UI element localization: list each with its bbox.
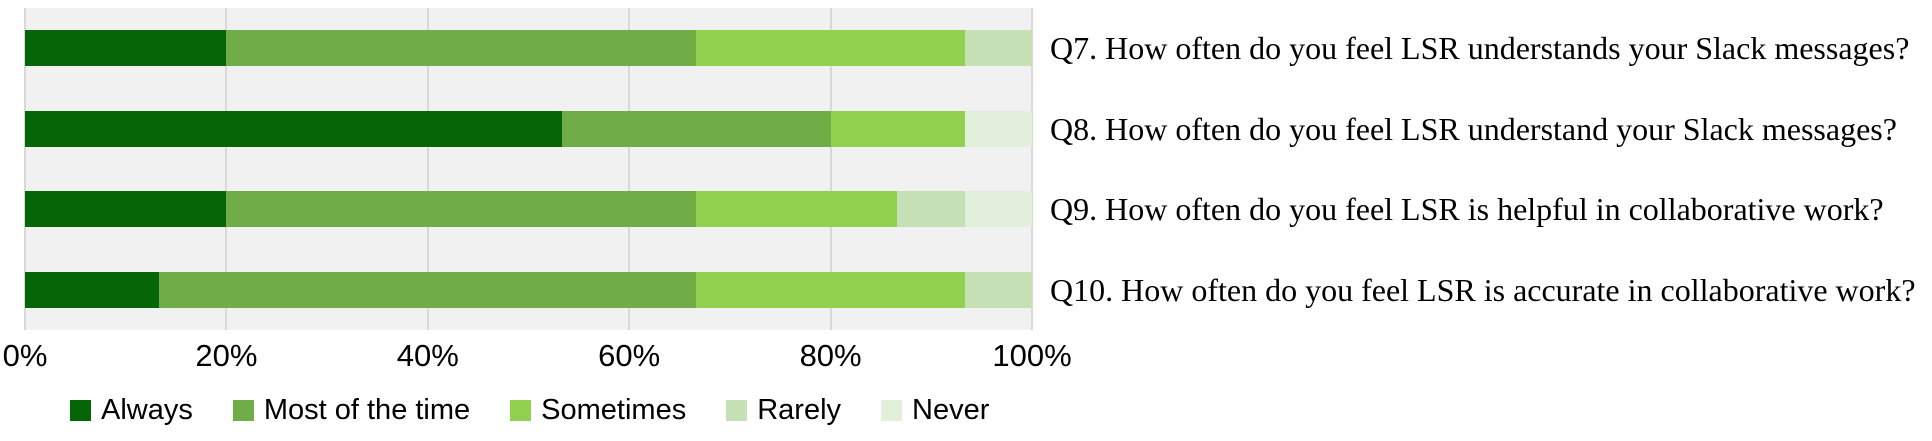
x-axis-tick-40: 40% [396,338,459,373]
bar-segment-never[interactable] [964,110,1033,147]
bar-segment-never[interactable] [964,191,1033,228]
stacked-bar-4[interactable] [25,271,1033,308]
bar-segment-most-of-the-time[interactable] [561,110,831,147]
category-label-2: Q8. How often do you feel LSR understand… [1050,110,1897,147]
gridline-60 [628,8,631,330]
bar-segment-sometimes[interactable] [696,191,898,228]
legend-label-never: Never [912,393,990,426]
bar-row-2: Q8. How often do you feel LSR understand… [25,89,1897,170]
bar-segment-most-of-the-time[interactable] [226,30,696,67]
legend: Always Most of the time Sometimes Rarely Nev… [70,390,989,430]
x-axis-tick-100: 100% [992,338,1072,373]
legend-item-always[interactable]: Always [70,394,193,427]
x-axis-tick-0: 0% [2,338,48,373]
bar-segment-rarely[interactable] [897,191,965,228]
x-axis-tick-60: 60% [598,338,661,373]
x-axis-tick-80: 80% [799,338,862,373]
legend-swatch-always [70,399,91,421]
legend-swatch-most-of-the-time [232,399,254,421]
stacked-bar-1[interactable] [25,30,1032,67]
gridline-80 [829,8,832,330]
category-label-4: Q10. How often do you feel LSR is accura… [1050,271,1916,308]
gridline-100 [1031,8,1033,330]
legend-swatch-sometimes [510,399,532,421]
gridline-0 [24,8,26,330]
legend-label-rarely: Rarely [757,393,842,426]
legend-item-never[interactable]: Never [881,394,989,427]
bar-segment-rarely[interactable] [964,30,1032,67]
bar-segment-always[interactable] [25,191,227,228]
legend-label-most-of-the-time: Most of the time [263,393,471,426]
bar-row-1: Q7. How often do you feel LSR understand… [25,8,1909,89]
bar-segment-sometimes[interactable] [696,30,965,67]
bar-segment-most-of-the-time[interactable] [158,271,696,308]
stacked-bar-3[interactable] [25,191,1033,228]
legend-swatch-never [881,399,903,421]
legend-swatch-rarely [726,399,748,421]
bar-segment-sometimes[interactable] [695,271,965,308]
legend-item-rarely[interactable]: Rarely [726,394,841,427]
stacked-bar-2[interactable] [25,110,1033,147]
bar-row-4: Q10. How often do you feel LSR is accura… [25,250,1916,331]
bar-segment-sometimes[interactable] [830,110,965,147]
legend-label-always: Always [101,393,193,426]
bar-segment-rarely[interactable] [964,271,1033,308]
x-axis-tick-20: 20% [195,338,258,373]
plot-area: Q7. How often do you feel LSR understand… [24,8,1916,331]
legend-item-most-of-the-time[interactable]: Most of the time [232,393,471,427]
bar-segment-most-of-the-time[interactable] [226,191,696,228]
gridline-40 [426,8,429,330]
bar-segment-always[interactable] [25,30,227,67]
legend-item-sometimes[interactable]: Sometimes [510,394,686,427]
bar-row-3: Q9. How often do you feel LSR is helpful… [25,169,1884,250]
category-label-1: Q7. How often do you feel LSR understand… [1050,30,1910,67]
bar-segment-always[interactable] [25,271,159,308]
category-label-3: Q9. How often do you feel LSR is helpful… [1050,191,1884,228]
legend-label-sometimes: Sometimes [541,393,687,426]
bar-segment-always[interactable] [25,110,562,147]
gridline-20 [225,8,228,330]
x-axis: 0% 20% 40% 60% 80% 100% [3,337,1072,375]
